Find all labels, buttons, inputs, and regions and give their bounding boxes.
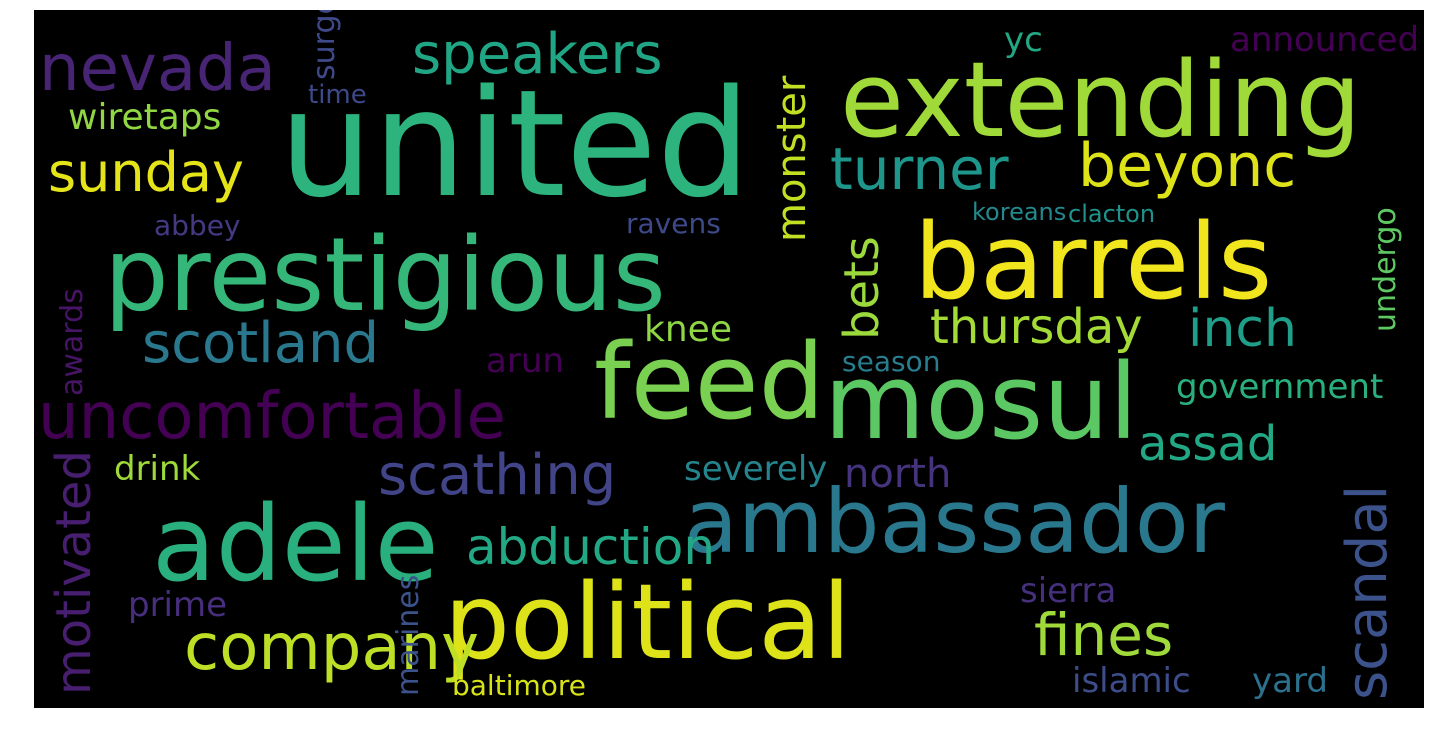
word-barrels: barrels (914, 201, 1273, 323)
word-abbey: clacton (1068, 200, 1156, 228)
word-government: drink (114, 449, 201, 489)
word-feed: feed (594, 321, 825, 443)
word-mosul: mosul (824, 341, 1138, 463)
word-undergo: announced (1230, 20, 1420, 60)
word-motivated: north (844, 451, 952, 497)
word-speakers: speakers (412, 22, 663, 87)
word-company: motivated (46, 450, 102, 695)
word-prestigious: prestigious (104, 216, 666, 335)
word-koreans: awards (55, 288, 90, 396)
word-ambassador: ambassador (684, 470, 1225, 573)
word-time: koreans (972, 198, 1067, 226)
word-clacton: knee (644, 309, 732, 350)
word-thursday: thursday (930, 299, 1143, 355)
word-scotland: scotland (142, 311, 380, 376)
word-scandal: fines (1034, 601, 1174, 669)
word-beyonc: beyonc (1078, 131, 1297, 201)
word-marines: time (308, 80, 367, 110)
word-yc: surgeon (307, 10, 342, 80)
word-turner: turner (830, 135, 1009, 203)
word-season: government (1176, 367, 1384, 407)
word-adele: adele (152, 483, 439, 605)
word-yard: yard (1252, 661, 1328, 701)
word-bets: bets (834, 236, 890, 340)
word-sunday: sunday (48, 141, 244, 204)
word-sierra: prime (128, 585, 228, 625)
word-baltimore: baltimore (452, 669, 586, 702)
word-inch: inch (1188, 299, 1297, 359)
word-knee: arun (486, 341, 564, 381)
word-wiretaps: ravens (626, 207, 721, 240)
word-drink: severely (684, 449, 828, 489)
word-arun: season (842, 345, 941, 378)
word-abduction: scandal (1335, 484, 1400, 700)
word-uncomfortable: uncomfortable (38, 380, 506, 454)
word-fines: abduction (466, 518, 716, 576)
word-announced: abbey (154, 209, 241, 242)
word-political: political (444, 561, 851, 683)
word-prime: marines (391, 574, 426, 696)
word-ravens: undergo (1368, 207, 1403, 332)
word-north: company (184, 611, 479, 685)
word-surgeon: yc (1004, 20, 1043, 60)
word-extending: extending (840, 39, 1362, 161)
word-awards: wiretaps (68, 97, 222, 138)
word-united: united (279, 58, 751, 230)
word-severely: sierra (1020, 571, 1117, 611)
word-nevada: nevada (39, 32, 276, 106)
word-cloud: united extending prestigious barrels fee… (34, 10, 1424, 708)
word-assad: assad (1138, 416, 1278, 472)
word-islamic: islamic (1072, 661, 1191, 701)
word-monster: monster (769, 75, 815, 242)
word-scathing: scathing (378, 443, 617, 508)
